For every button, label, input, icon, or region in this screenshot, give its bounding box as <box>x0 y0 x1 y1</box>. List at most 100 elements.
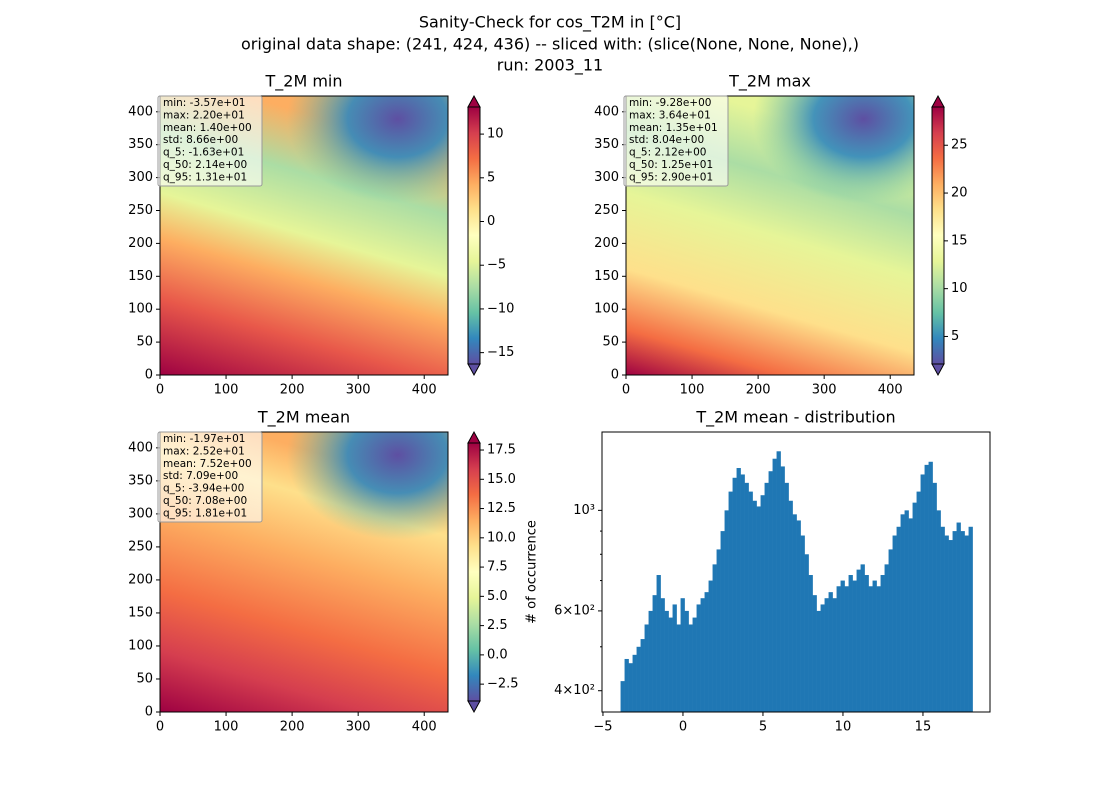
colorbar <box>467 442 481 702</box>
x-tick-label: 400 <box>412 383 437 398</box>
colorbar-tick-label: 10 <box>487 127 504 142</box>
figure-title: original data shape: (241, 424, 436) -- … <box>241 35 859 54</box>
y-tick-label: 350 <box>128 137 153 152</box>
stats-text: q_50: 1.25e+01 <box>629 159 713 171</box>
bar <box>892 535 897 712</box>
bar <box>672 604 677 712</box>
y-tick-label: 50 <box>136 335 153 350</box>
x-tick-label: 300 <box>812 383 837 398</box>
bar <box>724 510 729 712</box>
colorbar-tick-label: 25 <box>951 138 968 153</box>
x-tick-label: 100 <box>214 383 239 398</box>
axes-title: T_2M max <box>728 72 811 92</box>
stats-text: min: -3.57e+01 <box>163 97 245 109</box>
colorbar-extend <box>467 700 481 714</box>
axes-frame <box>159 431 449 713</box>
stats-text: min: -9.28e+00 <box>629 97 711 109</box>
bar <box>924 464 929 712</box>
x-tick-label: −5 <box>593 720 612 735</box>
bar <box>632 654 637 712</box>
bar <box>784 482 789 712</box>
stats-text: q_5: -1.63e+01 <box>163 147 244 159</box>
colorbar-tick-label: 5 <box>487 170 495 185</box>
stats-text: mean: 7.52e+00 <box>163 458 252 470</box>
y-tick-label: 100 <box>594 302 619 317</box>
y-tick-label: 250 <box>594 203 619 218</box>
bar <box>736 468 741 712</box>
bar <box>668 617 673 712</box>
colorbar-tick-label: 2.5 <box>487 618 508 633</box>
colorbar-extend <box>467 363 481 377</box>
bar <box>764 482 769 712</box>
stats-text: min: -1.97e+01 <box>163 433 245 445</box>
stats-box <box>157 95 263 187</box>
y-tick-label: 250 <box>128 539 153 554</box>
bar <box>796 520 801 712</box>
stats-text: q_50: 7.08e+00 <box>163 495 247 507</box>
bar <box>652 595 657 712</box>
colorbar-tick-label: 15 <box>951 233 968 248</box>
bar <box>932 482 937 712</box>
bar <box>720 531 725 712</box>
bar <box>688 624 693 712</box>
colorbar-tick-label: 10 <box>951 281 968 296</box>
bar <box>888 549 893 712</box>
bar <box>940 526 945 712</box>
colorbar <box>467 106 481 365</box>
bar <box>768 471 773 712</box>
bar <box>848 575 853 712</box>
stats-box <box>623 95 729 187</box>
x-tick-label: 0 <box>679 720 687 735</box>
y-axis-label: # of occurrence <box>525 520 540 624</box>
bar <box>820 604 825 712</box>
y-tick-label: 100 <box>128 638 153 653</box>
bar <box>832 598 837 712</box>
bar <box>748 491 753 712</box>
bar <box>648 610 653 712</box>
colorbar-tick-label: −15 <box>487 345 514 360</box>
bar <box>900 514 905 712</box>
bar <box>792 514 797 712</box>
bar <box>628 663 633 712</box>
y-tick-label: 200 <box>128 572 153 587</box>
colorbar-tick-label: 20 <box>951 186 968 201</box>
colorbar-extend <box>467 430 481 444</box>
bar <box>640 639 645 712</box>
bar <box>756 506 761 712</box>
colorbar-tick-label: 15.0 <box>487 472 516 487</box>
colorbar-extend <box>931 94 945 108</box>
x-tick-label: 0 <box>156 383 164 398</box>
x-tick-label: 300 <box>346 720 371 735</box>
colorbar-tick-label: 0.0 <box>487 647 508 662</box>
y-tick-label: 400 <box>128 440 153 455</box>
colorbar-tick-label: 10.0 <box>487 530 516 545</box>
bar <box>732 477 737 712</box>
map-image <box>712 96 914 250</box>
bar <box>904 510 909 712</box>
bar <box>680 598 685 712</box>
axes-title: T_2M min <box>264 72 342 92</box>
colorbar-tick-label: 5 <box>951 329 959 344</box>
bar <box>728 491 733 712</box>
stats-text: std: 7.09e+00 <box>163 470 238 482</box>
bar <box>868 586 873 712</box>
y-tick-label: 50 <box>602 335 619 350</box>
colorbar-tick-label: −2.5 <box>487 677 519 692</box>
bar <box>664 610 669 712</box>
bar <box>908 518 913 712</box>
x-tick-label: 5 <box>759 720 767 735</box>
bar <box>840 580 845 712</box>
stats-text: q_50: 2.14e+00 <box>163 159 247 171</box>
bar <box>808 575 813 712</box>
bar <box>824 598 829 712</box>
bar <box>944 535 949 712</box>
bar <box>624 658 629 712</box>
y-tick-label: 6×10² <box>554 603 595 618</box>
x-tick-label: 400 <box>412 720 437 735</box>
x-tick-label: 200 <box>280 720 305 735</box>
figure-title: run: 2003_11 <box>497 56 603 76</box>
bar <box>856 569 861 712</box>
bar <box>636 646 641 712</box>
bar <box>656 575 661 712</box>
